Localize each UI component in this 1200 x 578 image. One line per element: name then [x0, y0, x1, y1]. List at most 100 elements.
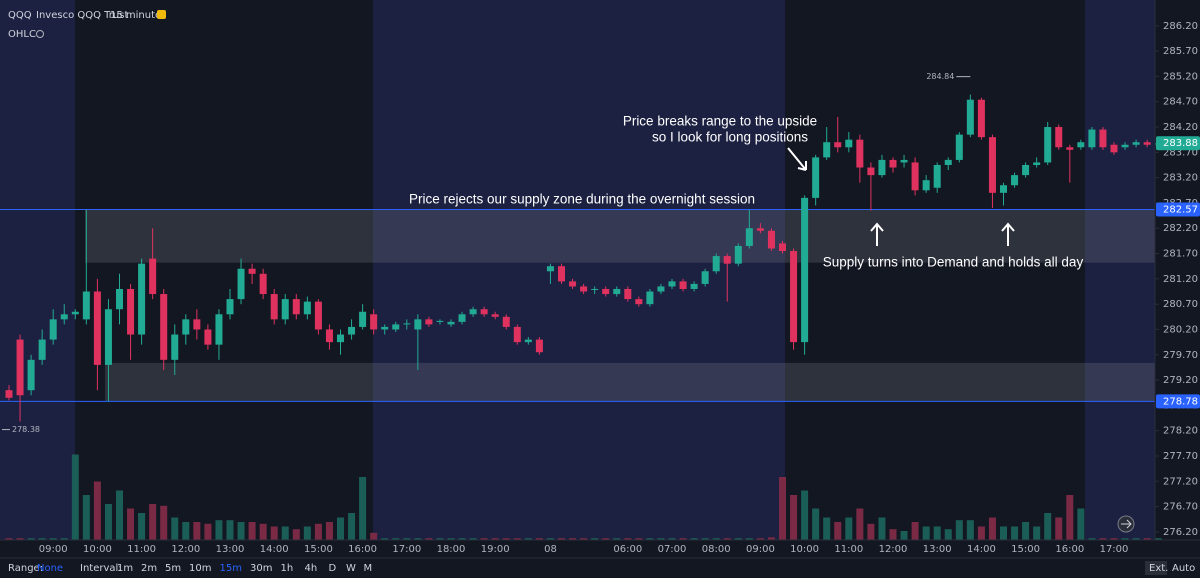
interval-button[interactable]: 10m	[189, 563, 211, 574]
y-tick-label: 281.70	[1163, 249, 1198, 260]
volume-bar	[38, 538, 46, 540]
candle-body	[580, 286, 588, 292]
candle-body	[381, 326, 389, 330]
symbol[interactable]: QQQ	[8, 10, 32, 21]
volume-bar	[635, 538, 643, 540]
ext-bg	[1145, 561, 1167, 575]
y-tick-label: 279.70	[1163, 350, 1198, 361]
volume-bar	[49, 538, 57, 540]
candle-body	[635, 299, 643, 305]
interval-button[interactable]: 4h	[305, 563, 318, 574]
extended-session	[1085, 0, 1155, 540]
volume-bar	[966, 520, 974, 540]
x-tick-label: 11:00	[834, 544, 863, 555]
volume-bar	[204, 523, 212, 540]
candle-body	[93, 291, 101, 365]
indicator[interactable]: OHLC	[8, 29, 36, 40]
candle-body	[524, 339, 532, 343]
scroll-icon	[1121, 519, 1132, 529]
candle-body	[204, 329, 212, 345]
y-tick-label: 286.20	[1163, 21, 1198, 32]
interval-button[interactable]: M	[364, 563, 373, 574]
candle-body	[546, 266, 554, 272]
interval-button[interactable]: 30m	[250, 563, 272, 574]
x-tick-label: 17:00	[1100, 544, 1129, 555]
candle-body	[679, 281, 687, 289]
ext-button[interactable]: Ext.	[1149, 563, 1168, 574]
volume-bar	[856, 508, 864, 540]
interval-button[interactable]: 2m	[141, 563, 157, 574]
candle-body	[127, 288, 135, 335]
interval-button[interactable]: 15m	[220, 563, 242, 574]
candle-body	[558, 266, 565, 282]
candle-body	[889, 159, 897, 168]
volume-bar	[823, 517, 831, 540]
volume-bar	[922, 526, 930, 540]
candle-body	[237, 268, 245, 300]
candle-body	[292, 299, 300, 315]
candle-body	[1099, 129, 1107, 148]
volume-bar	[314, 523, 322, 540]
y-tick-label: 283.70	[1163, 147, 1198, 158]
candle-body	[27, 359, 35, 391]
volume-bar	[900, 531, 908, 540]
candle-body	[104, 309, 112, 365]
candle-body	[878, 159, 886, 176]
volume-bar	[933, 526, 941, 540]
candle-body	[1066, 147, 1074, 150]
volume-bar	[602, 538, 610, 540]
candle-body	[1033, 162, 1041, 165]
volume-bar	[160, 505, 168, 540]
volume-bar	[988, 517, 996, 540]
y-tick-label: 281.20	[1163, 274, 1198, 285]
candle-body	[1077, 142, 1085, 148]
volume-bar	[657, 538, 665, 540]
volume-bar	[303, 526, 311, 540]
candle-body	[823, 142, 831, 158]
range-value[interactable]: None	[37, 563, 63, 574]
candle-body	[469, 309, 477, 315]
candle-body	[60, 314, 68, 320]
plot	[0, 94, 1162, 540]
candle-body	[657, 286, 665, 292]
interval-button[interactable]: D	[329, 563, 337, 574]
interval-button[interactable]: 1m	[117, 563, 133, 574]
volume-bar	[138, 513, 146, 540]
volume-bar	[182, 522, 190, 540]
zone	[85, 209, 1155, 263]
volume-bar	[337, 517, 344, 540]
candle-body	[646, 291, 654, 305]
min-marker: 278.38	[12, 425, 40, 434]
candle-body	[1088, 129, 1096, 148]
volume-bar	[1121, 538, 1129, 540]
y-tick-label: 285.20	[1163, 71, 1198, 82]
visibility-icon[interactable]	[36, 30, 44, 38]
volume-bar	[690, 538, 698, 540]
volume-bar	[535, 538, 543, 540]
auto-button[interactable]: Auto	[1172, 563, 1195, 574]
volume-bar	[1011, 526, 1019, 540]
status-icon	[157, 10, 166, 19]
x-tick-label: 13:00	[216, 544, 245, 555]
interval-button[interactable]: 1h	[281, 563, 294, 574]
arrow	[870, 222, 884, 246]
annotation: Price rejects our supply zone during the…	[409, 192, 755, 207]
interval-button[interactable]: W	[346, 563, 356, 574]
candle-body	[944, 159, 952, 165]
candle-body	[602, 288, 610, 295]
volume-bar	[679, 538, 687, 540]
interval-button[interactable]: 5m	[165, 563, 181, 574]
x-tick-label: 07:00	[658, 544, 687, 555]
volume-bar	[5, 538, 13, 540]
volume-bar	[60, 538, 68, 540]
x-tick-label: 09:00	[746, 544, 775, 555]
x-tick-label: 16:00	[1055, 544, 1084, 555]
arrow	[1001, 222, 1015, 246]
volume-bar	[834, 522, 842, 540]
volume-bar	[104, 504, 112, 540]
interval[interactable]: 15 minutes	[110, 10, 166, 21]
candle-body	[988, 137, 996, 193]
candle-body	[16, 339, 24, 396]
candle-body	[966, 99, 974, 135]
price-tag	[1156, 394, 1200, 409]
